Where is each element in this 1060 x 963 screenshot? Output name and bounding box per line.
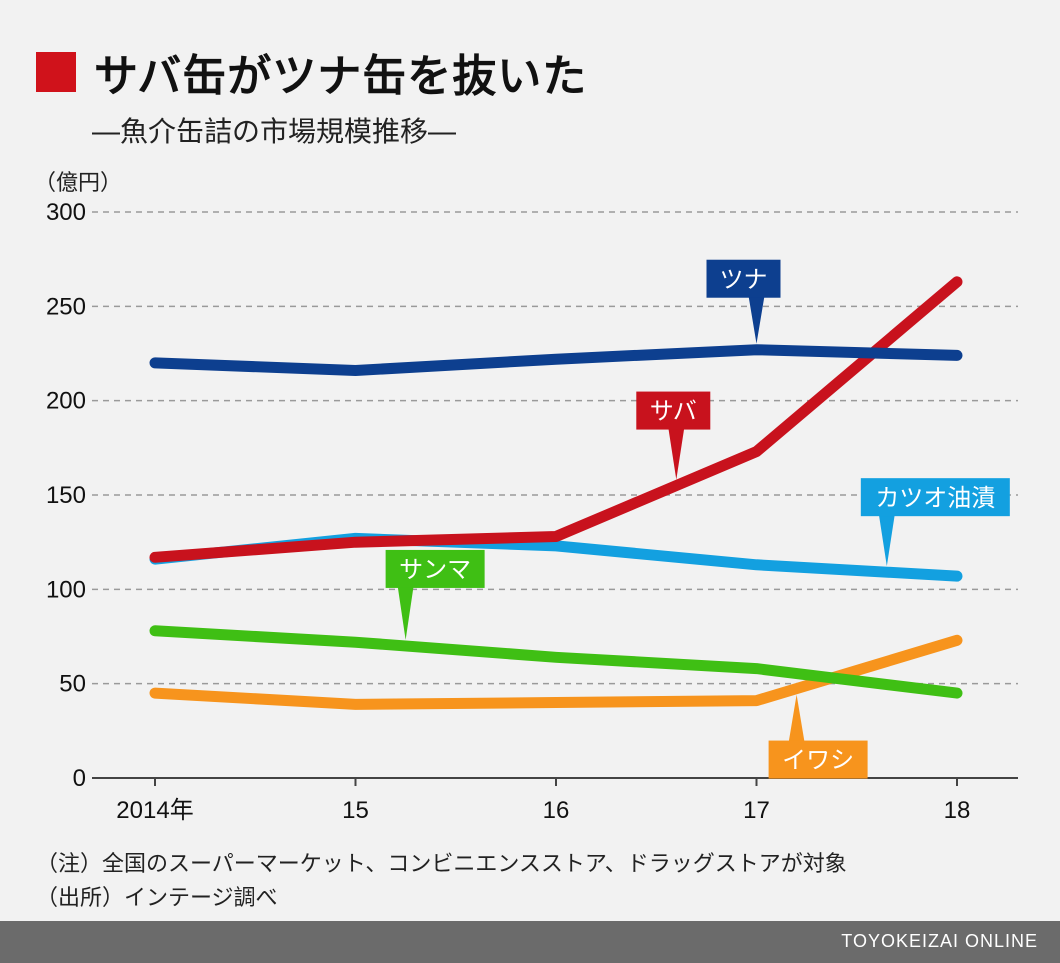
notes: （注）全国のスーパーマーケット、コンビニエンスストア、ドラッグストアが対象 （出… bbox=[36, 848, 847, 916]
footer-brand: TOYOKEIZAI ONLINE bbox=[841, 931, 1038, 951]
series-label-box bbox=[706, 259, 781, 298]
x-tick-label: 16 bbox=[543, 797, 570, 824]
series-label-box bbox=[385, 549, 485, 588]
series-label-pointer bbox=[748, 295, 765, 344]
y-axis-unit-label: （億円） bbox=[34, 171, 122, 196]
series-label-pointer bbox=[668, 427, 685, 480]
line-chart: （億円） 0 50 100 150 200 250 300 2014年 15 16 17 18 ツナサバカ… bbox=[34, 171, 1018, 824]
y-tick-label: 250 bbox=[46, 293, 86, 320]
series-label: サバ bbox=[650, 397, 697, 425]
series-label: イワシ bbox=[782, 746, 854, 774]
series-label-box bbox=[768, 740, 868, 779]
x-tick-label: 2014年 bbox=[116, 797, 193, 824]
footer-bar: TOYOKEIZAI ONLINE bbox=[0, 921, 1060, 963]
chart-title: サバ缶がツナ缶を抜いた bbox=[36, 40, 587, 104]
series-label-pointer bbox=[788, 694, 805, 743]
series-label: ツナ bbox=[720, 265, 768, 293]
title-text: サバ缶がツナ缶を抜いた bbox=[94, 51, 588, 102]
y-tick-label: 300 bbox=[46, 199, 86, 226]
y-tick-label: 50 bbox=[59, 671, 86, 698]
title-square-icon bbox=[36, 52, 76, 92]
chart-subtitle: ―魚介缶詰の市場規模推移― bbox=[92, 115, 457, 148]
series-line bbox=[149, 625, 963, 699]
x-tick-label: 18 bbox=[944, 797, 971, 824]
y-tick-label: 0 bbox=[73, 765, 86, 792]
series-label-pointer bbox=[397, 585, 414, 640]
series-label-pointer bbox=[878, 514, 895, 567]
series-line bbox=[149, 276, 963, 563]
x-tick-label: 15 bbox=[342, 797, 369, 824]
series-line bbox=[149, 344, 963, 376]
note-text: （注）全国のスーパーマーケット、コンビニエンスストア、ドラッグストアが対象 bbox=[36, 852, 847, 877]
y-tick-label: 200 bbox=[46, 388, 86, 415]
y-tick-label: 150 bbox=[46, 482, 86, 509]
series-label-box bbox=[860, 478, 1010, 517]
source-text: （出所）インテージ調べ bbox=[36, 886, 278, 911]
series-label: サンマ bbox=[399, 556, 471, 584]
series-label-box bbox=[636, 391, 711, 430]
series-label: カツオ油漬 bbox=[875, 484, 995, 512]
y-tick-label: 100 bbox=[46, 576, 86, 603]
series-line bbox=[149, 634, 963, 710]
x-tick-label: 17 bbox=[743, 797, 770, 824]
